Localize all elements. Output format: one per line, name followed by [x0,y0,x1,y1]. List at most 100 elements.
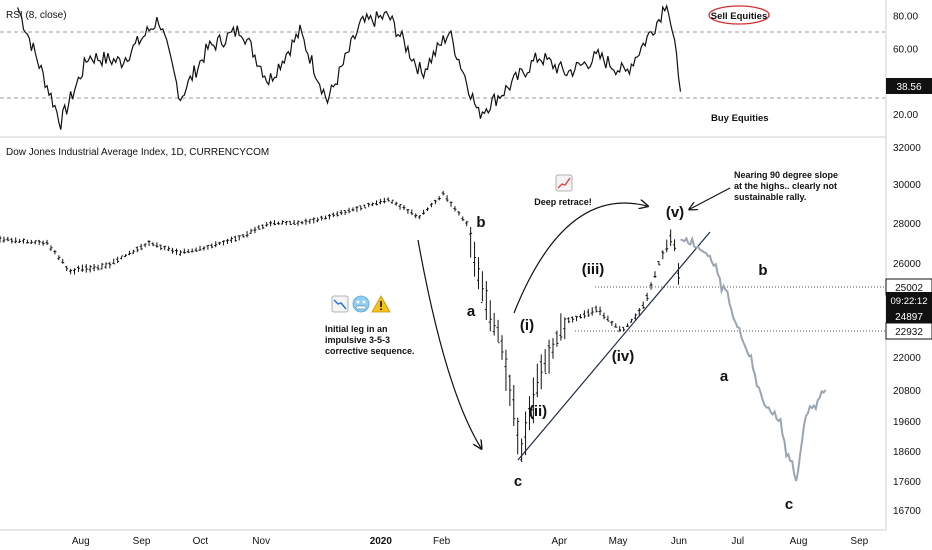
ohlc-bar [182,248,186,254]
ohlc-bar [151,242,155,247]
ohlc-bar [422,209,426,215]
wave-iii-label: (iii) [582,261,605,278]
ohlc-bar [249,228,253,234]
ohlc-bar [461,216,465,222]
ohlc-bar [206,244,210,250]
price-tick-label: 20800 [893,386,921,397]
ohlc-bar [382,197,386,204]
ohlc-bar [414,213,418,219]
ohlc-bar [637,307,641,316]
ohlc-bar [53,250,57,255]
ohlc-bar [29,239,33,244]
price-tick-label: 30000 [893,180,921,191]
ohlc-bar [476,257,480,290]
ohlc-bar [665,239,669,253]
ohlc-bar [18,238,22,243]
ohlc-bar [159,244,163,251]
ohlc-bar [559,313,563,341]
ohlc-bar [276,221,280,225]
ohlc-bar [571,316,575,323]
price-tick-label: 32000 [893,143,921,154]
ohlc-bar [190,248,194,253]
ohlc-bar [633,313,637,320]
rsi-current-value: 38.56 [896,82,921,93]
ohlc-bar [402,205,406,211]
badge-rsi: 38.56 [886,78,932,94]
ohlc-bar [112,258,116,265]
ohlc-bar [131,249,135,254]
ohlc-bar [504,349,508,391]
ohlc-bar [606,315,610,322]
x-tick-label: Oct [193,536,209,547]
proj-b-label: b [758,262,767,279]
ohlc-bar [69,268,73,275]
ohlc-bar [492,312,496,336]
ohlc-bar [280,220,284,225]
ohlc-bar [253,226,257,234]
ohlc-bar [508,374,512,406]
x-tick-label: Aug [72,536,90,547]
ohlc-bar [641,301,645,309]
ohlc-bar [441,190,445,196]
rsi-pane: RSI (8, close) Sell Equities Buy Equitie… [0,4,885,130]
level-a-value: 25002 [895,283,923,294]
ohlc-bar [586,308,590,317]
ohlc-bar [473,241,477,277]
ohlc-bar [300,220,304,225]
ohlc-bar [496,319,500,344]
ohlc-bar [257,225,261,230]
ohlc-bar [100,263,104,270]
ohlc-bar [41,240,45,246]
near-90-line-1: Nearing 90 degree slope [734,170,838,180]
projection-line [680,235,827,482]
ohlc-bar [135,246,139,253]
ohlc-bar [488,300,492,332]
price-tick-label: 28000 [893,219,921,230]
ohlc-bar [45,239,49,245]
x-tick-label: Jun [671,536,687,547]
ohlc-bar [629,318,633,323]
ohlc-bar [124,254,128,258]
down-arrow [417,239,481,448]
ohlc-bar [539,354,543,390]
trendline [517,231,711,461]
ohlc-bar [578,314,582,319]
wave-c-label: c [514,473,522,490]
ohlc-bar [531,377,535,424]
buy-equities-label: Buy Equities [711,113,769,124]
ohlc-bar [622,326,626,332]
near-90-line-3: sustainable rally. [734,192,806,202]
ohlc-bar [335,211,339,217]
badge-level-b: 22932 [885,322,932,340]
ohlc-bar [429,202,433,208]
ohlc-bar [484,281,488,320]
ohlc-bar [524,411,528,456]
ohlc-bar [343,209,347,216]
up-arrow [513,203,647,314]
ohlc-bar [312,217,316,224]
ohlc-bar [453,206,457,212]
ohlc-bar [241,233,245,238]
ohlc-bar [0,235,2,243]
ohlc-bar [324,215,328,220]
ohlc-bar [88,265,92,273]
chart-decreasing-icon [331,295,349,313]
x-tick-label: May [609,536,628,547]
wave-b-label: b [476,214,485,231]
rsi-tick-label: 60.00 [893,44,918,55]
ohlc-bar [418,215,422,220]
x-tick-label: Sep [133,536,151,547]
ohlc-bar [398,203,402,210]
ohlc-bar [669,229,673,246]
ohlc-bar [394,201,398,206]
price-pane: Dow Jones Industrial Average Index, 1D, … [0,147,885,513]
ohlc-bar [339,209,343,216]
ohlc-bar [469,226,473,258]
badge-last: 24897 [886,308,932,324]
x-tick-label: Apr [551,536,567,547]
rsi-tick-label: 20.00 [893,110,918,121]
ohlc-bar [198,245,202,251]
ohlc-bar [308,218,312,224]
ohlc-bar [359,205,363,211]
ohlc-bar [2,236,6,243]
